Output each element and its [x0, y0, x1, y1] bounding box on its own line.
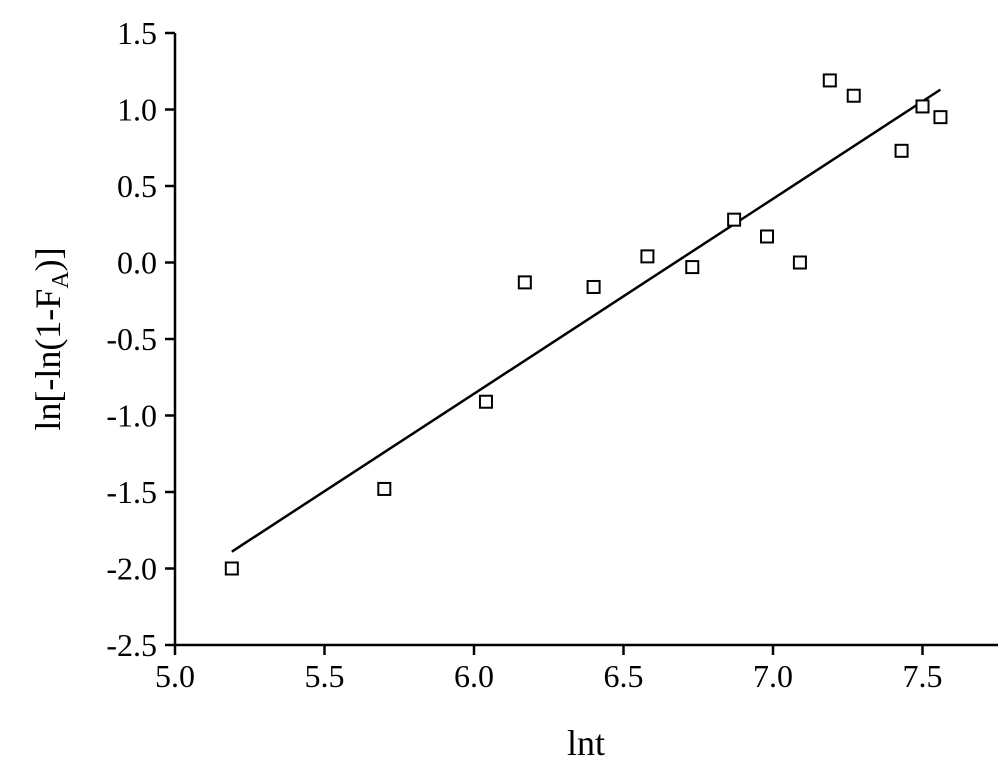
y-tick-label: -2.5 — [106, 627, 157, 663]
x-tick-label: 7.0 — [753, 658, 793, 694]
x-tick-label: 6.0 — [454, 658, 494, 694]
x-tick-label: 5.0 — [155, 658, 195, 694]
y-tick-label: -1.5 — [106, 474, 157, 510]
data-points — [224, 73, 948, 576]
data-point — [915, 99, 930, 114]
data-point — [685, 260, 700, 275]
data-point — [760, 229, 775, 244]
data-point — [727, 212, 742, 227]
fit-line-group — [231, 88, 942, 553]
y-tick-label: -2.0 — [106, 551, 157, 587]
x-tick-label: 5.5 — [305, 658, 345, 694]
data-point — [517, 275, 532, 290]
y-tick-label: 1.0 — [117, 92, 157, 128]
y-tick-label: -1.0 — [106, 398, 157, 434]
data-point — [377, 481, 392, 496]
y-axis-title-main: ln[-ln(1-F — [28, 289, 68, 431]
data-point — [846, 88, 861, 103]
x-axis-title: lnt — [567, 723, 605, 763]
y-axis-title-subscript: A — [48, 271, 74, 289]
y-tick-label: -0.5 — [106, 321, 157, 357]
y-tick-label: 1.5 — [117, 15, 157, 51]
y-tick-label: 0.5 — [117, 168, 157, 204]
fit-line — [231, 88, 942, 553]
data-point — [933, 110, 948, 125]
y-tick-label: 0.0 — [117, 245, 157, 281]
data-point — [586, 279, 601, 294]
data-point — [224, 561, 239, 576]
x-tick-label: 7.5 — [903, 658, 943, 694]
data-point — [792, 255, 807, 270]
y-axis-title: ln[-ln(1-FA)] — [28, 247, 74, 430]
x-ticks: 5.0 5.5 6.0 6.5 7.0 7.5 — [155, 645, 943, 694]
data-point — [640, 249, 655, 264]
y-ticks: 1.5 1.0 0.5 0.0 -0.5 -1.0 -1.5 -2.0 -2.5 — [106, 15, 175, 663]
data-point — [822, 73, 837, 88]
axes — [173, 33, 998, 647]
y-axis-title-tail: )] — [28, 247, 68, 271]
data-point — [894, 143, 909, 158]
x-tick-label: 6.5 — [604, 658, 644, 694]
data-point — [478, 394, 493, 409]
